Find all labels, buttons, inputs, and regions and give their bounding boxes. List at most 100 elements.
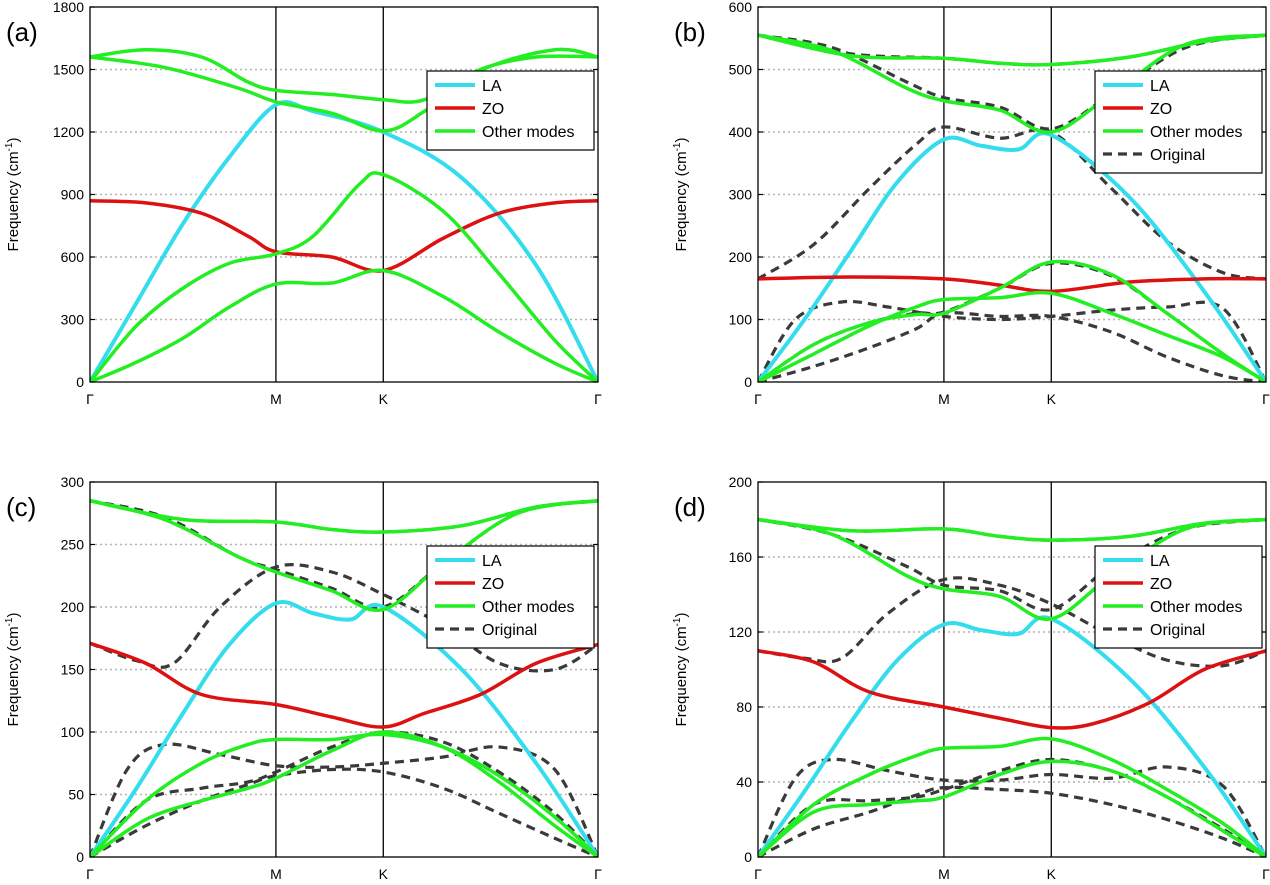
series-line-other — [758, 259, 1266, 382]
y-tick-label: 150 — [61, 662, 85, 678]
series-line-ZO — [90, 641, 598, 729]
legend-label: ZO — [1150, 576, 1172, 593]
x-tick-label: K — [1047, 391, 1057, 407]
series-line-other — [90, 499, 598, 534]
y-tick-label: 200 — [61, 599, 85, 615]
y-tick-label: 500 — [729, 62, 753, 78]
series-line-other — [90, 732, 598, 857]
y-tick-label: 120 — [729, 624, 753, 640]
panel-label: (d) — [674, 492, 706, 522]
series-line-other — [758, 517, 1266, 542]
series-line-original — [758, 576, 1266, 668]
x-tick-label: Γ — [594, 866, 602, 882]
series-line-original — [90, 563, 598, 673]
y-tick-label: 300 — [61, 312, 85, 328]
x-tick-label: Γ — [1262, 391, 1270, 407]
legend-label: LA — [482, 78, 502, 95]
y-tick-label: 50 — [68, 787, 84, 803]
x-tick-label: K — [379, 866, 389, 882]
series-line-ZO — [90, 199, 598, 273]
series-line-other — [758, 33, 1266, 134]
series-line-other — [90, 47, 598, 133]
y-tick-label: 80 — [736, 699, 752, 715]
legend-label: Other modes — [482, 124, 574, 141]
y-axis-label: Frequency (cm-1) — [4, 138, 22, 252]
legend-label: Original — [1150, 622, 1205, 639]
y-tick-label: 250 — [61, 537, 85, 553]
y-tick-label: 0 — [76, 849, 84, 865]
series-group — [90, 47, 598, 382]
series-line-other — [758, 33, 1266, 67]
y-tick-label: 160 — [729, 549, 753, 565]
x-tick-label: Γ — [754, 391, 762, 407]
series-line-other — [90, 171, 598, 382]
series-line-original — [90, 730, 598, 857]
series-line-original — [758, 785, 1266, 857]
panel-c: 0 50 100 150 200 250 300 Γ M K Γ Frequency (cm-1) (c… — [4, 474, 602, 882]
legend: LA ZO Other modes Original — [1094, 70, 1263, 174]
series-group — [758, 33, 1266, 382]
legend-label: LA — [1150, 553, 1170, 570]
legend-label: Original — [482, 622, 537, 639]
series-line-LA — [758, 131, 1266, 382]
y-tick-label: 900 — [61, 187, 85, 203]
legend-label: ZO — [482, 576, 504, 593]
panel-b: 0 100 200 300 400 500 600 Γ M K Γ Frequency (cm-1) (… — [672, 0, 1270, 407]
panel-d: 0 40 80 120 160 200 Γ M K Γ Frequency (cm-1) (d) LA Z… — [672, 474, 1270, 882]
series-line-original — [758, 311, 1266, 382]
panel-label: (a) — [6, 17, 38, 47]
series-line-other — [758, 290, 1266, 382]
x-tick-label: M — [270, 391, 282, 407]
series-line-original — [758, 125, 1266, 281]
series-line-other — [758, 517, 1266, 621]
series-line-original — [90, 499, 598, 610]
y-axis-label: Frequency (cm-1) — [672, 138, 690, 252]
y-tick-label: 300 — [729, 187, 753, 203]
plot-frame — [757, 481, 1267, 858]
x-tick-label: Γ — [594, 391, 602, 407]
x-tick-label: Γ — [86, 866, 94, 882]
y-tick-label: 600 — [729, 0, 753, 15]
y-tick-label: 0 — [744, 374, 752, 390]
legend-label: ZO — [1150, 101, 1172, 118]
series-line-LA — [90, 600, 598, 857]
legend-label: LA — [1150, 78, 1170, 95]
y-axis-label: Frequency (cm-1) — [4, 613, 22, 727]
panel-label: (b) — [674, 17, 706, 47]
legend-label: LA — [482, 553, 502, 570]
y-tick-label: 200 — [729, 474, 753, 490]
panel-label: (c) — [6, 492, 36, 522]
series-line-ZO — [758, 649, 1266, 730]
y-axis-label: Frequency (cm-1) — [672, 613, 690, 727]
y-tick-label: 300 — [61, 474, 85, 490]
x-tick-label: Γ — [86, 391, 94, 407]
x-tick-label: M — [938, 866, 950, 882]
legend-label: Other modes — [482, 599, 574, 616]
series-group — [90, 499, 598, 857]
legend-box — [426, 545, 595, 649]
x-tick-label: Γ — [1262, 866, 1270, 882]
series-line-original — [758, 299, 1266, 382]
series-line-other — [90, 268, 598, 382]
x-tick-label: K — [379, 391, 389, 407]
legend: LA ZO Other modes Original — [1094, 545, 1263, 649]
y-tick-label: 100 — [61, 724, 85, 740]
legend-label: ZO — [482, 101, 504, 118]
y-tick-label: 100 — [729, 312, 753, 328]
series-line-original — [758, 757, 1266, 857]
legend-label: Original — [1150, 147, 1205, 164]
series-line-other — [758, 759, 1266, 857]
x-tick-label: K — [1047, 866, 1057, 882]
series-line-original — [90, 767, 598, 857]
legend-label: Other modes — [1150, 124, 1242, 141]
legend-label: Other modes — [1150, 599, 1242, 616]
legend: LA ZO Other modes Original — [426, 545, 595, 649]
y-tick-label: 600 — [61, 249, 85, 265]
panel-a: 0 300 600 900 1200 1500 1800 Γ M K Γ Frequency (cm-… — [4, 0, 602, 407]
y-tick-label: 0 — [76, 374, 84, 390]
legend-box — [1094, 545, 1263, 649]
y-tick-label: 1200 — [53, 124, 84, 140]
series-line-other — [90, 499, 598, 613]
series-line-ZO — [758, 275, 1266, 294]
